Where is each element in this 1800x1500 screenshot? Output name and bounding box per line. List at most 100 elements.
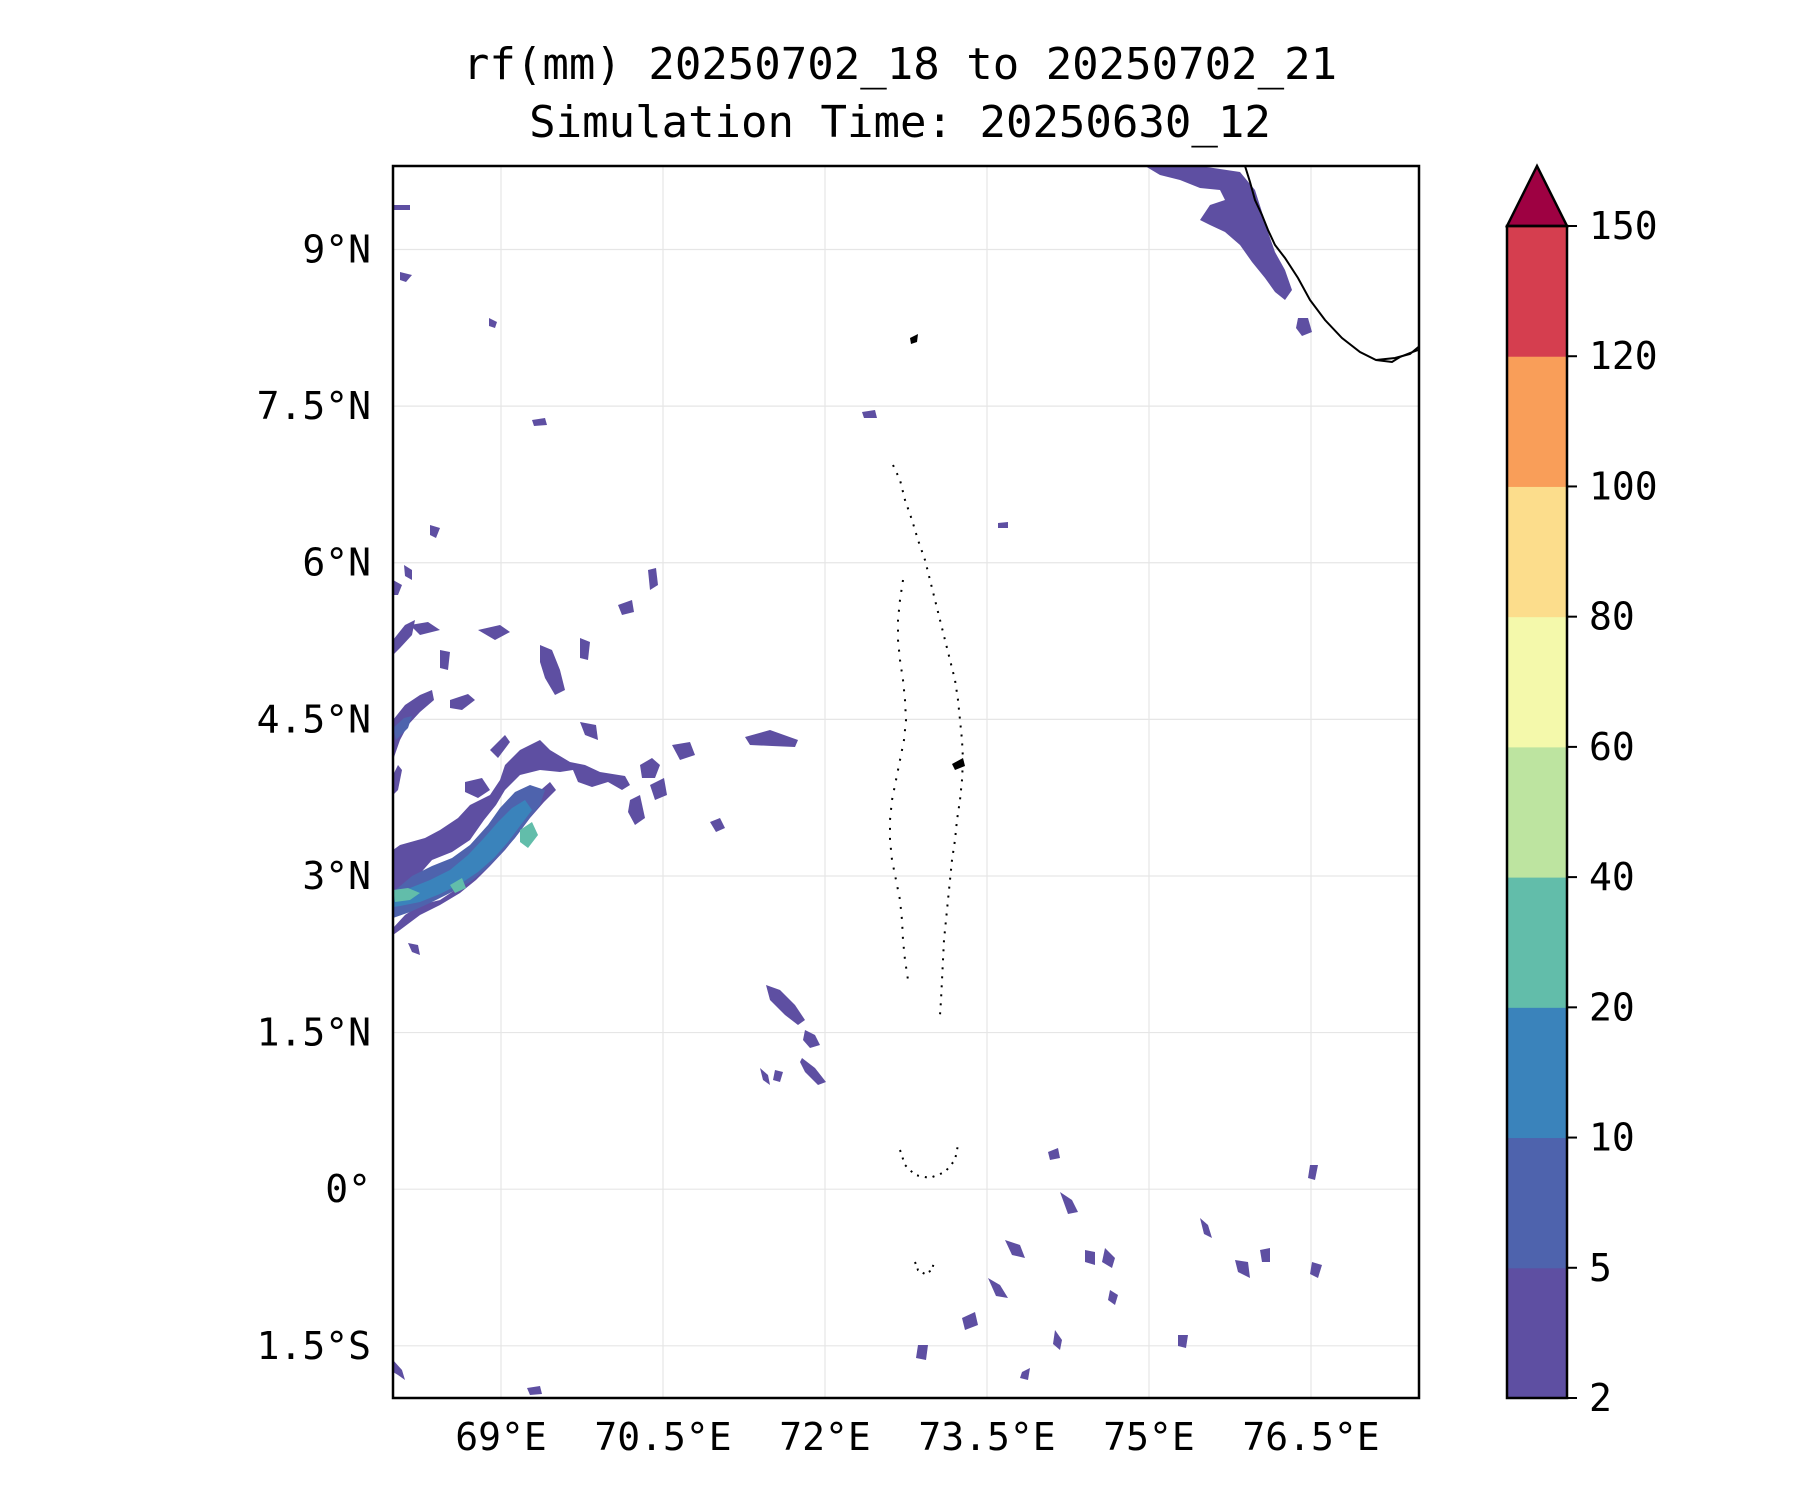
colorbar-tick-label: 80 bbox=[1589, 595, 1635, 639]
atoll-north bbox=[910, 334, 918, 344]
rain-cell-23 bbox=[1005, 1240, 1025, 1258]
x-tick-label: 75°E bbox=[1103, 1415, 1195, 1459]
rain-cell-21 bbox=[710, 818, 725, 832]
rain-cell-14 bbox=[465, 778, 490, 798]
rain-cell-31 bbox=[1053, 1330, 1062, 1350]
colorbar-tick-label: 120 bbox=[1589, 334, 1658, 378]
x-tick-label: 72°E bbox=[779, 1415, 871, 1459]
rain-cell-20 bbox=[580, 722, 598, 740]
rain-cell-13 bbox=[490, 735, 510, 758]
rain-cell-15 bbox=[410, 622, 440, 635]
rain-cell-40 bbox=[408, 943, 420, 955]
rain-cell-27 bbox=[1235, 1260, 1250, 1278]
rain-blob-west-4 bbox=[393, 765, 402, 795]
rain-cell-46 bbox=[430, 525, 440, 538]
x-tick-label: 70.5°E bbox=[594, 1415, 731, 1459]
colorbar-tick-label: 40 bbox=[1589, 855, 1635, 899]
rain-blob-west-1 bbox=[393, 690, 434, 760]
y-tick-label: 3°N bbox=[302, 854, 371, 898]
y-tick-labels: 9°N 7.5°N 6°N 4.5°N 3°N 1.5°N 0° 1.5°S bbox=[257, 228, 371, 1368]
rain-cell-8 bbox=[672, 742, 695, 760]
coastline bbox=[889, 166, 1419, 1276]
y-tick-label: 1.5°S bbox=[257, 1324, 371, 1368]
rain-cell-18 bbox=[618, 600, 634, 615]
rain-band-main bbox=[393, 740, 630, 905]
rain-cell-37 bbox=[1020, 1368, 1030, 1380]
title-line2: Simulation Time: 20250630_12 bbox=[529, 97, 1271, 148]
colorbar-tick-label: 5 bbox=[1589, 1246, 1612, 1290]
colorbar-segment bbox=[1507, 1137, 1567, 1269]
y-tick-label: 7.5°N bbox=[257, 384, 371, 428]
atoll-mid bbox=[952, 758, 965, 770]
rain-cell-50 bbox=[393, 205, 410, 210]
y-tick-label: 9°N bbox=[302, 228, 371, 272]
colorbar-tick-label: 150 bbox=[1589, 204, 1658, 248]
rain-cell-48 bbox=[404, 565, 412, 580]
colorbar-tick-label: 60 bbox=[1589, 725, 1635, 769]
colorbar-tick-label: 10 bbox=[1589, 1116, 1635, 1160]
rain-cell-51 bbox=[400, 272, 412, 282]
colorbar-tick-label: 100 bbox=[1589, 464, 1658, 508]
x-tick-label: 76.5°E bbox=[1242, 1415, 1379, 1459]
rain-blob-west-2 bbox=[393, 620, 415, 655]
rain-cell-28 bbox=[1260, 1248, 1270, 1262]
rain-blob-west-3 bbox=[393, 716, 412, 740]
rain-cell-32 bbox=[1108, 1290, 1118, 1305]
rain-cell-3 bbox=[800, 1058, 826, 1085]
y-tick-label: 6°N bbox=[302, 541, 371, 585]
map-frame bbox=[391, 164, 1421, 1400]
rain-cell-47 bbox=[393, 580, 402, 595]
rain-band-20-40-c bbox=[450, 878, 466, 893]
rain-cell-34 bbox=[1200, 1218, 1212, 1238]
rain-cell-30 bbox=[916, 1345, 928, 1360]
rain-cell-9 bbox=[628, 795, 645, 825]
india-coastline-east bbox=[1375, 334, 1419, 361]
colorbar-segment bbox=[1507, 877, 1567, 1008]
rain-cell-36 bbox=[1178, 1335, 1188, 1348]
map-frame-bg bbox=[393, 166, 1419, 1398]
colorbar-segment bbox=[1507, 226, 1567, 357]
rain-cell-35 bbox=[1308, 1165, 1318, 1180]
rain-cell-4 bbox=[760, 1068, 770, 1085]
rain-blob-northeast-b bbox=[1296, 318, 1312, 336]
colorbar-segment bbox=[1507, 1007, 1567, 1139]
colorbar-tick-label: 2 bbox=[1589, 1376, 1612, 1420]
rain-cell-49 bbox=[489, 318, 497, 328]
rain-cell-22 bbox=[1060, 1192, 1078, 1214]
x-tick-label: 73.5°E bbox=[918, 1415, 1055, 1459]
rain-cell-17 bbox=[440, 650, 450, 670]
rain-cell-33 bbox=[1310, 1262, 1322, 1278]
colorbar: 2 5 10 20 40 60 80 100 120 150 bbox=[1504, 163, 1658, 1420]
rain-cell-12 bbox=[450, 694, 475, 710]
colorbar-segment bbox=[1507, 746, 1567, 878]
rain-cell-6 bbox=[640, 758, 660, 778]
rain-cell-38 bbox=[527, 1386, 542, 1395]
rain-cell-10 bbox=[540, 645, 565, 695]
y-tick-label: 0° bbox=[325, 1167, 371, 1211]
x-tick-label: 69°E bbox=[455, 1415, 547, 1459]
india-coastline bbox=[1244, 166, 1419, 364]
rain-band-20-40-a bbox=[393, 888, 420, 902]
rain-cell-44 bbox=[998, 522, 1008, 528]
colorbar-segment bbox=[1507, 486, 1567, 618]
rain-cell-39 bbox=[393, 1360, 405, 1380]
rain-cell-42 bbox=[1048, 1148, 1060, 1160]
x-tick-labels: 69°E 70.5°E 72°E 73.5°E 75°E 76.5°E bbox=[455, 1415, 1379, 1459]
rain-cell-41 bbox=[773, 1070, 783, 1082]
rain-cell-24 bbox=[988, 1278, 1008, 1298]
colorbar-segment bbox=[1507, 356, 1567, 487]
colorbar-segment bbox=[1507, 1267, 1567, 1399]
rain-cell-7 bbox=[650, 778, 667, 800]
rain-band-20-40-b bbox=[520, 822, 538, 848]
rain-cell-29 bbox=[962, 1312, 978, 1330]
rain-cell-19 bbox=[648, 568, 658, 590]
title-line1: rf(mm) 20250702_18 to 20250702_21 bbox=[462, 39, 1338, 90]
rain-cell-26 bbox=[1102, 1248, 1115, 1268]
rain-cell-2 bbox=[803, 1030, 820, 1048]
colorbar-extend-arrow bbox=[1504, 163, 1570, 228]
y-tick-label: 4.5°N bbox=[257, 697, 371, 741]
colorbar-tick-label: 20 bbox=[1589, 985, 1635, 1029]
rain-cell-11 bbox=[580, 638, 590, 660]
rain-cell-5 bbox=[745, 730, 798, 747]
